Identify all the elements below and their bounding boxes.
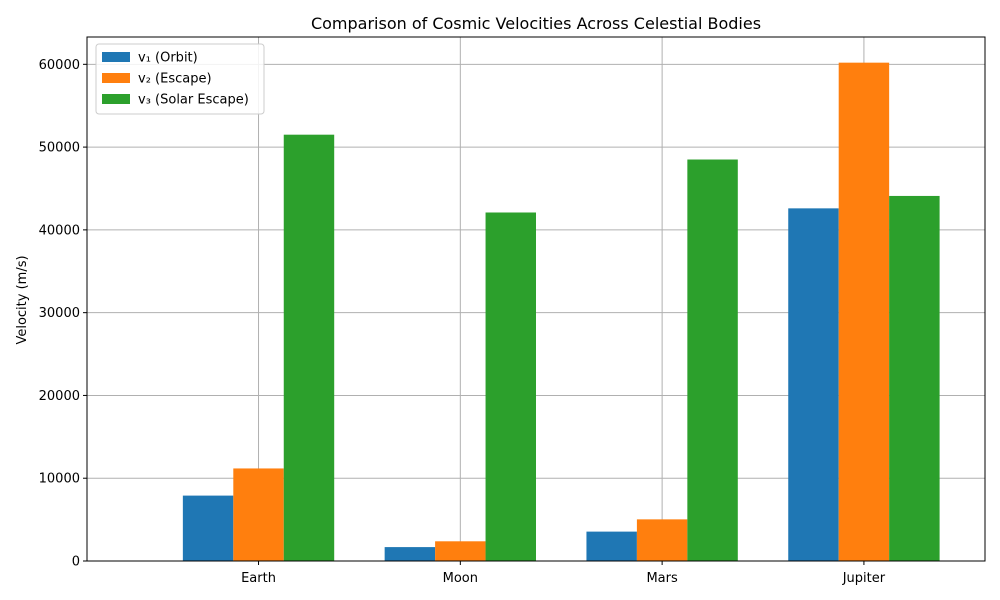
x-tick-label: Jupiter (842, 571, 886, 586)
bar-2-0 (283, 134, 335, 561)
legend-box (95, 43, 265, 115)
chart-title: Comparison of Cosmic Velocities Across C… (311, 14, 761, 33)
bars-layer (182, 62, 940, 561)
bar-0-1 (384, 547, 436, 561)
bar-0-2 (586, 531, 637, 561)
y-tick-label: 60000 (39, 58, 80, 73)
bar-1-0 (233, 468, 284, 561)
x-tick-label: Earth (241, 571, 276, 586)
bar-2-1 (485, 212, 536, 561)
legend: v₁ (Orbit) v₂ (Escape) v₃ (Solar Escape) (95, 43, 265, 115)
x-tick-label: Moon (443, 571, 478, 586)
legend-label-2: v₃ (Solar Escape) (138, 93, 249, 108)
y-tick-label: 10000 (39, 472, 80, 487)
y-tick-label: 0 (72, 555, 80, 570)
y-tick-label: 20000 (39, 389, 80, 404)
bar-0-3 (788, 208, 839, 561)
bar-0-0 (182, 495, 234, 561)
y-tick-label: 30000 (39, 306, 80, 321)
axes-layer: 0 10000 20000 30000 40000 50000 60000 Earth Moon… (39, 36, 986, 586)
legend-label-0: v₁ (Orbit) (138, 51, 198, 66)
y-tick-label: 50000 (39, 141, 80, 156)
bar-1-1 (435, 541, 486, 561)
legend-swatch-0 (102, 52, 130, 62)
legend-swatch-1 (102, 73, 130, 83)
bar-2-3 (889, 195, 940, 561)
legend-label-1: v₂ (Escape) (138, 72, 212, 87)
bar-2-2 (687, 159, 738, 561)
legend-swatch-2 (102, 94, 130, 104)
x-tick-label: Mars (646, 571, 678, 586)
y-tick-label: 40000 (39, 223, 80, 238)
bar-1-2 (636, 519, 688, 561)
y-axis-label: Velocity (m/s) (15, 255, 30, 344)
bar-1-3 (838, 62, 890, 561)
plot-frame (86, 36, 986, 562)
